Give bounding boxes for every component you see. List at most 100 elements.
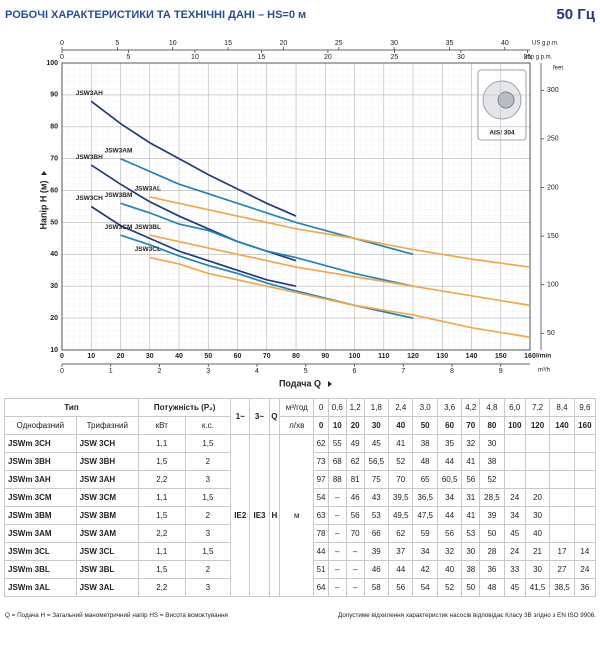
x-tick-label: 60 [234,353,242,360]
series-line [90,205,297,288]
table-cell: JSW 3AM [75,524,139,543]
y-tick-label: 40 [50,251,58,258]
table-cell: 53 [461,524,481,543]
header-cell: 160 [573,416,597,435]
inset: AISI 304 [477,69,527,141]
table-cell: 44 [436,452,463,471]
x-tick-label: 120 [407,353,419,360]
header-cell: 2,4 [388,398,414,417]
table-cell: 2,2 [137,470,186,489]
table-cell: 48 [479,578,505,597]
table-cell: JSW 3AH [75,470,139,489]
table-cell: 43 [363,488,390,507]
header-cell: 40 [388,416,414,435]
table-cell: 56 [345,506,365,525]
table-cell: 63 [313,506,329,525]
y-tick-label: 60 [50,187,58,194]
table-cell: 1,5 [137,452,186,471]
table-cell: 56 [436,524,463,543]
table-cell: 36,5 [412,488,438,507]
series-line [120,157,414,256]
header-cell: 9,6 [573,398,597,417]
feet-tick-label: 150 [547,233,559,240]
x-tick-label: 150 [495,353,507,360]
inset-label: AISI 304 [489,130,515,137]
us-tick-label: 10 [169,40,177,47]
header-cell: 0,6 [327,398,347,417]
table-cell: 34 [503,506,526,525]
chart: РОБОЧІ ХАРАКТЕРИСТИКИ ТА ТЕХНІЧНІ ДАНІ –… [5,6,596,388]
table-cell: 34 [412,542,438,561]
imp-tick-label: 25 [390,54,398,61]
table-cell: 45 [363,434,390,453]
table-cell: – [327,542,347,561]
empty-cell [503,470,526,489]
x-tick-label: 20 [117,353,125,360]
table-cell: JSW 3CH [75,434,139,453]
header-cell: Потужність (P₂) [137,398,232,417]
table-cell: 47,5 [412,506,438,525]
empty-cell [573,452,597,471]
empty-cell [524,470,551,489]
table-cell: 34 [436,488,463,507]
m3h-tick-label: 0 [60,368,64,375]
footnote-left: Q = Подача H = Загальний манометричний н… [5,612,228,619]
footnote-right: Допустиме відхилення характеристик насос… [337,612,596,619]
table-cell: 39 [363,542,390,561]
feet-tick-label: 50 [547,330,555,337]
table-cell: 60,5 [436,470,463,489]
us-tick-label: 5 [115,40,119,47]
table-cell: 1,1 [137,434,186,453]
table-cell: 32 [436,542,463,561]
table-cell: 53 [363,506,390,525]
x-tick-label: 0 [60,353,64,360]
table-cell: 58 [363,578,390,597]
table-cell: 2 [184,452,232,471]
table-cell: 56 [461,470,481,489]
x-tick-label: 90 [321,353,329,360]
empty-cell [549,434,575,453]
header-row: Однофазний Трифазний кВт к.с. л/хв 0 10 20 30 40 5… [4,416,597,435]
table-cell: 27 [549,560,575,579]
header-cell: кВт [137,416,186,435]
table-cell: 20 [524,488,551,507]
y-arrow [41,171,47,175]
m3h-tick-label: 7 [401,368,405,375]
table-cell: – [345,560,365,579]
us-unit: US g.p.m. [532,41,559,47]
header-cell: 20 [345,416,365,435]
imp-tick-label: 0 [60,54,64,61]
table-cell: 2,2 [137,524,186,543]
table-cell: 45 [503,524,526,543]
empty-cell [549,506,575,525]
table-cell: JSWm 3CL [4,542,77,561]
empty-cell [573,434,597,453]
table-cell: 56,5 [363,452,390,471]
imp-tick-label: 35 [523,54,531,61]
m3h-tick-label: 2 [158,368,162,375]
header-cell: м³/год [279,398,315,417]
table-cell: 37 [388,542,414,561]
empty-cell [503,434,526,453]
table-cell: 51 [313,560,329,579]
table-cell: 40 [436,560,463,579]
table-cell: – [327,488,347,507]
table-cell: 62 [345,452,365,471]
feet-tick-label: 300 [547,87,559,94]
m3h-tick-label: 3 [206,368,210,375]
table-cell: 49 [345,434,365,453]
table-row: JSWm 3BM JSW 3BM 1,5 2 63–56 53 49,5 47,5 44 41 39… [4,506,597,525]
table-cell: 54 [313,488,329,507]
table-cell: 41 [461,506,481,525]
x-tick-label: 80 [292,353,300,360]
header-cell: 60 [436,416,463,435]
table-cell: 28,5 [479,488,505,507]
table-cell: 70 [345,524,365,543]
header-cell: 1~ [230,398,251,435]
series-label: JSW3CL [135,246,161,253]
table-cell: 2 [184,560,232,579]
table-cell: 52 [388,452,414,471]
table-cell: 41,5 [524,578,551,597]
table-cell: IE2 [230,434,251,597]
